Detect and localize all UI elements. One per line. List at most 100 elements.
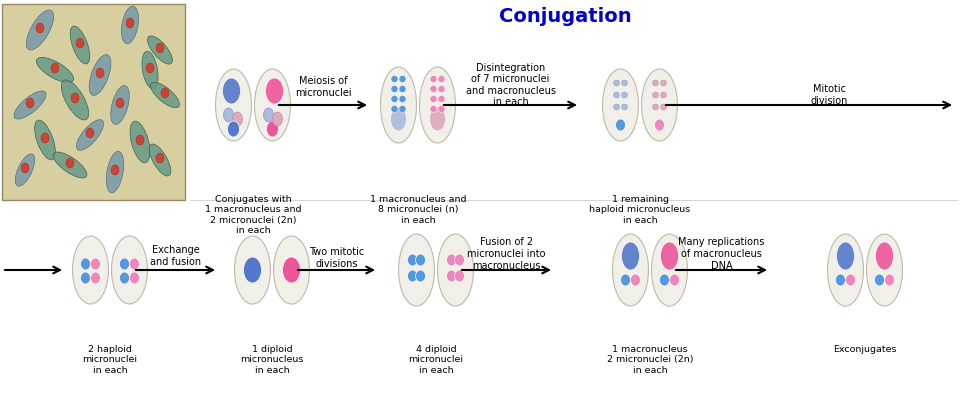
Ellipse shape <box>652 234 687 306</box>
Ellipse shape <box>266 78 283 104</box>
Ellipse shape <box>438 86 445 92</box>
Ellipse shape <box>142 51 158 89</box>
Ellipse shape <box>660 80 666 86</box>
Ellipse shape <box>36 23 44 33</box>
Ellipse shape <box>430 96 437 102</box>
Ellipse shape <box>438 234 473 306</box>
Ellipse shape <box>89 54 110 96</box>
Text: 1 macronucleus and
8 micronuclei (n)
in each: 1 macronucleus and 8 micronuclei (n) in … <box>370 195 467 225</box>
Ellipse shape <box>660 242 679 270</box>
Ellipse shape <box>234 236 271 304</box>
Ellipse shape <box>380 67 417 143</box>
Text: Exchange
and fusion: Exchange and fusion <box>150 245 201 267</box>
Ellipse shape <box>430 86 437 92</box>
Ellipse shape <box>621 80 628 86</box>
Ellipse shape <box>15 154 35 186</box>
Ellipse shape <box>14 91 46 119</box>
Ellipse shape <box>446 254 457 266</box>
Ellipse shape <box>119 258 130 270</box>
Ellipse shape <box>438 106 445 112</box>
Ellipse shape <box>156 43 164 53</box>
Ellipse shape <box>76 38 84 48</box>
Ellipse shape <box>21 163 29 173</box>
Ellipse shape <box>454 270 465 282</box>
Ellipse shape <box>96 68 104 78</box>
Ellipse shape <box>660 104 666 110</box>
Ellipse shape <box>653 104 659 110</box>
Ellipse shape <box>430 106 437 112</box>
Ellipse shape <box>66 158 74 168</box>
Ellipse shape <box>116 98 124 108</box>
Ellipse shape <box>71 93 79 103</box>
Ellipse shape <box>660 274 669 286</box>
Text: 1 macronucleus
2 micronuclei (2n)
in each: 1 macronucleus 2 micronuclei (2n) in eac… <box>607 345 693 375</box>
Text: Exconjugates: Exconjugates <box>833 345 897 354</box>
Ellipse shape <box>156 153 164 163</box>
Ellipse shape <box>126 18 134 28</box>
Ellipse shape <box>130 272 139 284</box>
Ellipse shape <box>61 80 88 120</box>
Ellipse shape <box>884 274 895 286</box>
Ellipse shape <box>407 254 418 266</box>
Ellipse shape <box>224 108 233 122</box>
Text: 1 remaining
haploid micronucleus
in each: 1 remaining haploid micronucleus in each <box>589 195 690 225</box>
Ellipse shape <box>399 86 406 92</box>
Ellipse shape <box>876 242 894 270</box>
Ellipse shape <box>273 112 282 126</box>
Ellipse shape <box>215 69 252 141</box>
Ellipse shape <box>90 258 101 270</box>
Ellipse shape <box>90 272 101 284</box>
Ellipse shape <box>26 98 34 108</box>
Ellipse shape <box>282 257 300 283</box>
Text: Mitotic
division: Mitotic division <box>810 84 848 106</box>
Ellipse shape <box>398 234 435 306</box>
Ellipse shape <box>244 257 261 283</box>
Text: Conjugation: Conjugation <box>498 7 632 26</box>
Ellipse shape <box>122 6 138 44</box>
Ellipse shape <box>36 58 74 82</box>
Text: Disintegration
of 7 micronuclei
and macronucleus
in each: Disintegration of 7 micronuclei and macr… <box>466 63 556 107</box>
Ellipse shape <box>110 86 130 124</box>
Ellipse shape <box>391 86 398 92</box>
Ellipse shape <box>391 96 398 102</box>
Ellipse shape <box>653 92 659 98</box>
Text: Meiosis of
micronuclei: Meiosis of micronuclei <box>295 76 351 98</box>
Ellipse shape <box>429 107 445 131</box>
Ellipse shape <box>161 88 169 98</box>
Ellipse shape <box>653 80 659 86</box>
Ellipse shape <box>232 112 243 126</box>
Ellipse shape <box>254 69 291 141</box>
Ellipse shape <box>660 92 666 98</box>
Ellipse shape <box>399 76 406 82</box>
Ellipse shape <box>613 92 619 98</box>
Ellipse shape <box>119 272 130 284</box>
Ellipse shape <box>399 106 406 112</box>
Ellipse shape <box>274 236 309 304</box>
Ellipse shape <box>130 258 139 270</box>
Ellipse shape <box>846 274 855 286</box>
Ellipse shape <box>26 10 54 50</box>
Ellipse shape <box>631 274 640 286</box>
Ellipse shape <box>86 128 94 138</box>
Ellipse shape <box>70 26 90 64</box>
Ellipse shape <box>835 274 846 286</box>
Ellipse shape <box>612 234 649 306</box>
Ellipse shape <box>416 254 425 266</box>
Ellipse shape <box>77 120 104 150</box>
Ellipse shape <box>107 151 124 193</box>
Ellipse shape <box>615 119 626 131</box>
Text: 4 diploid
micronuclei
in each: 4 diploid micronuclei in each <box>409 345 464 375</box>
Ellipse shape <box>641 69 678 141</box>
Ellipse shape <box>149 144 171 176</box>
Ellipse shape <box>41 133 49 143</box>
Ellipse shape <box>391 76 398 82</box>
Ellipse shape <box>111 165 119 175</box>
Ellipse shape <box>73 236 108 304</box>
Ellipse shape <box>416 270 425 282</box>
Ellipse shape <box>828 234 863 306</box>
Ellipse shape <box>836 242 854 270</box>
Ellipse shape <box>621 104 628 110</box>
Ellipse shape <box>621 242 639 270</box>
Ellipse shape <box>111 236 148 304</box>
Ellipse shape <box>613 80 619 86</box>
